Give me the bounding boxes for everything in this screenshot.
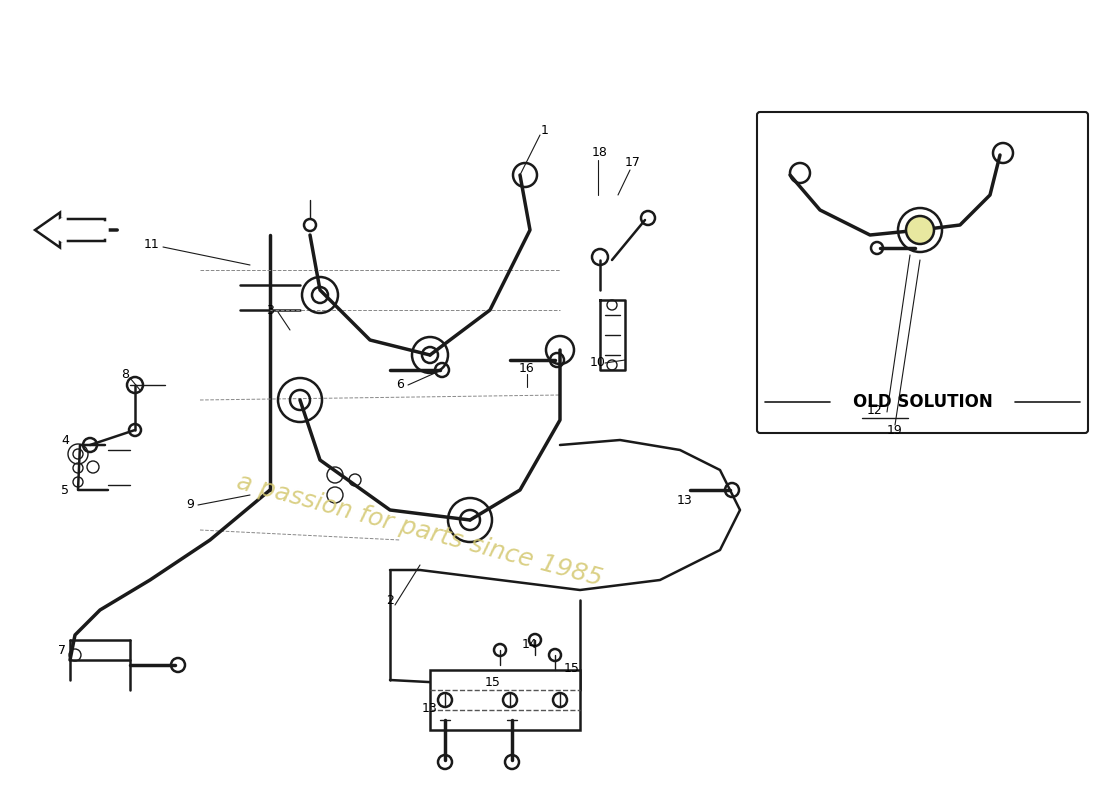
Text: 3: 3	[266, 303, 274, 317]
Text: 1: 1	[541, 123, 549, 137]
Circle shape	[906, 216, 934, 244]
Text: 15: 15	[485, 677, 501, 690]
Text: 13: 13	[678, 494, 693, 506]
Text: 2: 2	[386, 594, 394, 606]
Text: 13: 13	[422, 702, 438, 714]
Text: 18: 18	[592, 146, 608, 158]
FancyArrow shape	[44, 216, 108, 244]
Text: 14: 14	[522, 638, 538, 651]
Text: 11: 11	[144, 238, 159, 251]
Text: 17: 17	[625, 157, 641, 170]
Text: a passion for parts since 1985: a passion for parts since 1985	[234, 470, 605, 590]
Text: 6: 6	[396, 378, 404, 391]
FancyBboxPatch shape	[757, 112, 1088, 433]
Text: 7: 7	[58, 643, 66, 657]
Text: 19: 19	[887, 423, 903, 437]
Text: 4: 4	[62, 434, 69, 446]
FancyArrow shape	[35, 213, 104, 247]
Bar	[430, 670, 580, 730]
Text: 10: 10	[590, 355, 606, 369]
Text: 16: 16	[519, 362, 535, 374]
Text: 9: 9	[186, 498, 194, 511]
Text: 15: 15	[564, 662, 580, 674]
Text: 12: 12	[867, 403, 883, 417]
Text: 5: 5	[60, 483, 69, 497]
Text: OLD SOLUTION: OLD SOLUTION	[852, 393, 992, 411]
Text: 8: 8	[121, 369, 129, 382]
